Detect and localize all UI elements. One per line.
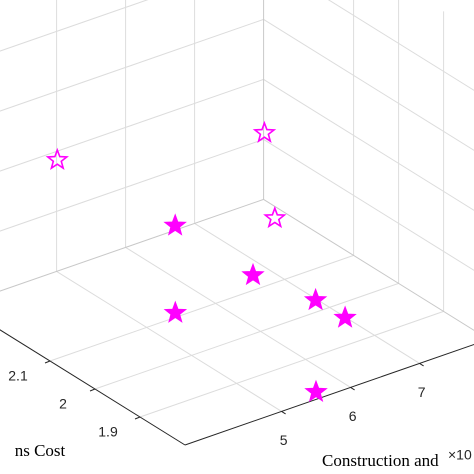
y-tick-label: 2.1 — [8, 368, 28, 384]
wall-grid-line — [0, 138, 264, 232]
data-point — [252, 120, 277, 143]
floor-grid-line — [49, 254, 354, 362]
wall-grid-line — [0, 78, 264, 172]
x-tick — [350, 386, 355, 391]
floor-grid-line — [56, 270, 282, 412]
y-axis-line — [0, 329, 186, 446]
y-tick — [44, 360, 51, 364]
x-tick — [281, 410, 286, 415]
x-tick — [419, 362, 424, 367]
x-tick-label: 7 — [418, 384, 426, 400]
data-point — [333, 305, 357, 328]
wall-grid-line — [0, 0, 149, 52]
x-tick-label: 6 — [349, 408, 357, 424]
data-point — [163, 213, 187, 236]
box-edge — [0, 198, 264, 292]
y-axis-label: ns Cost — [15, 441, 66, 460]
wall-grid-line — [0, 18, 264, 112]
x-axis-line — [184, 343, 474, 446]
data-point — [304, 379, 328, 402]
data-point — [241, 262, 265, 286]
y-tick — [134, 416, 141, 420]
wall-grid-line — [263, 138, 474, 271]
x-exponent-label: ×10 — [448, 447, 472, 463]
y-tick — [89, 388, 96, 392]
y-tick-label: 1.9 — [98, 424, 118, 440]
data-point — [45, 147, 69, 170]
floor-grid-line — [125, 246, 351, 388]
x-tick-label: 5 — [280, 432, 288, 448]
data-point — [303, 287, 328, 311]
box-edge — [263, 198, 474, 331]
wall-grid-line — [263, 18, 474, 151]
floor-grid-line — [139, 310, 444, 418]
data-point — [163, 300, 188, 323]
wall-grid-line — [263, 78, 474, 211]
x-axis-label: Construction and — [322, 451, 439, 470]
floor-grid-line — [194, 222, 420, 364]
wall-grid-line — [327, 0, 474, 91]
y-tick-label: 2 — [59, 396, 67, 412]
floor-grid-line — [94, 282, 399, 390]
data-point — [263, 205, 287, 229]
